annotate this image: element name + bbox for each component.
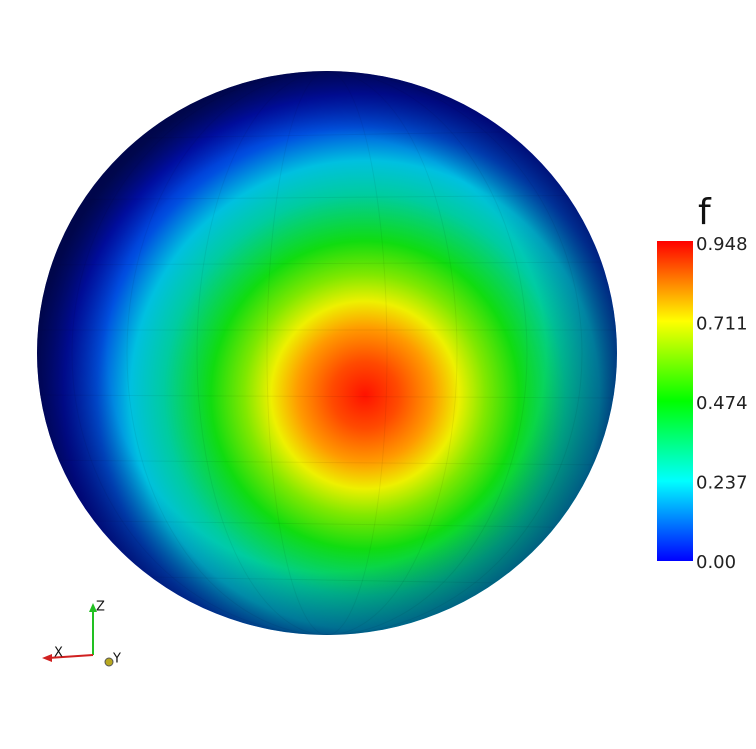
x-label: X [54, 646, 63, 661]
z-label: Z [96, 600, 105, 615]
colorbar-tick-label: 0.237 [696, 473, 748, 494]
colorbar: f 0.948 0.711 0.474 0.237 0.00 [657, 192, 748, 573]
x-arrow [42, 654, 52, 662]
colorbar-tick-label: 0.948 [696, 234, 748, 255]
colorbar-tick-label: 0.711 [696, 314, 748, 335]
y-label: Y [112, 652, 121, 667]
sphere-shading [37, 71, 617, 635]
colorbar-ramp [657, 241, 693, 561]
sphere [37, 71, 617, 635]
z-arrow [89, 603, 97, 612]
x-axis [47, 654, 94, 659]
y-axis [104, 657, 114, 667]
colorbar-tick-label: 0.474 [696, 393, 748, 414]
colorbar-ticks: 0.948 0.711 0.474 0.237 0.00 [696, 234, 748, 573]
colorbar-title: f [698, 192, 712, 233]
colorbar-tick-label: 0.00 [696, 552, 736, 573]
axes-triad: Z X Y [42, 600, 121, 667]
